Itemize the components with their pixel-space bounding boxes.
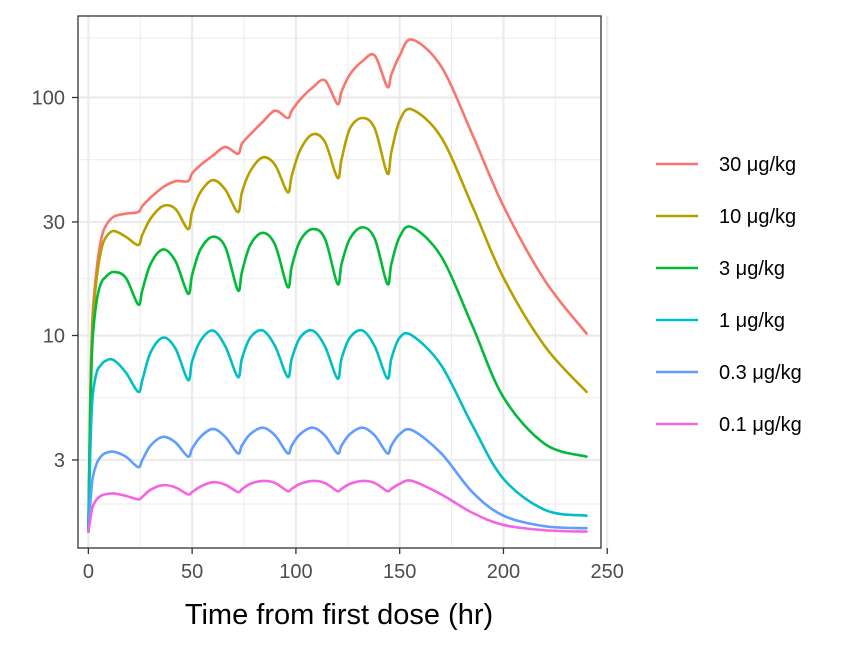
legend-label-4: 0.3 μg/kg	[719, 362, 802, 384]
x-axis: 0 50 100 150 200 250	[83, 548, 624, 583]
x-tick-label: 250	[591, 561, 624, 583]
legend: 30 μg/kg 10 μg/kg 3 μg/kg 1 μg/kg 0.3 μg/kg 0…	[656, 154, 802, 436]
panel-border	[77, 15, 602, 549]
legend-label-0: 30 μg/kg	[719, 154, 796, 176]
y-tick-label: 10	[43, 326, 65, 348]
series-line-1	[87, 107, 588, 533]
x-tick-label: 150	[383, 561, 416, 583]
series-line-4	[87, 426, 588, 533]
legend-label-5: 0.1 μg/kg	[719, 414, 802, 436]
x-tick-label: 50	[181, 561, 203, 583]
plot-area	[77, 15, 609, 549]
series-line-2	[87, 225, 588, 533]
legend-label-3: 1 μg/kg	[719, 310, 785, 332]
series-line-0	[87, 38, 588, 533]
y-axis: 3 10 30 100	[32, 87, 78, 472]
y-tick-label: 30	[43, 212, 65, 234]
x-tick-label: 0	[83, 561, 94, 583]
x-tick-label: 100	[279, 561, 312, 583]
x-tick-label: 200	[487, 561, 520, 583]
series-line-3	[87, 328, 588, 533]
legend-label-1: 10 μg/kg	[719, 206, 796, 228]
x-axis-title: Time from first dose (hr)	[185, 599, 493, 631]
y-tick-label: 3	[54, 450, 65, 472]
legend-label-2: 3 μg/kg	[719, 258, 785, 280]
y-tick-label: 100	[32, 87, 65, 109]
series-line-5	[87, 479, 588, 533]
